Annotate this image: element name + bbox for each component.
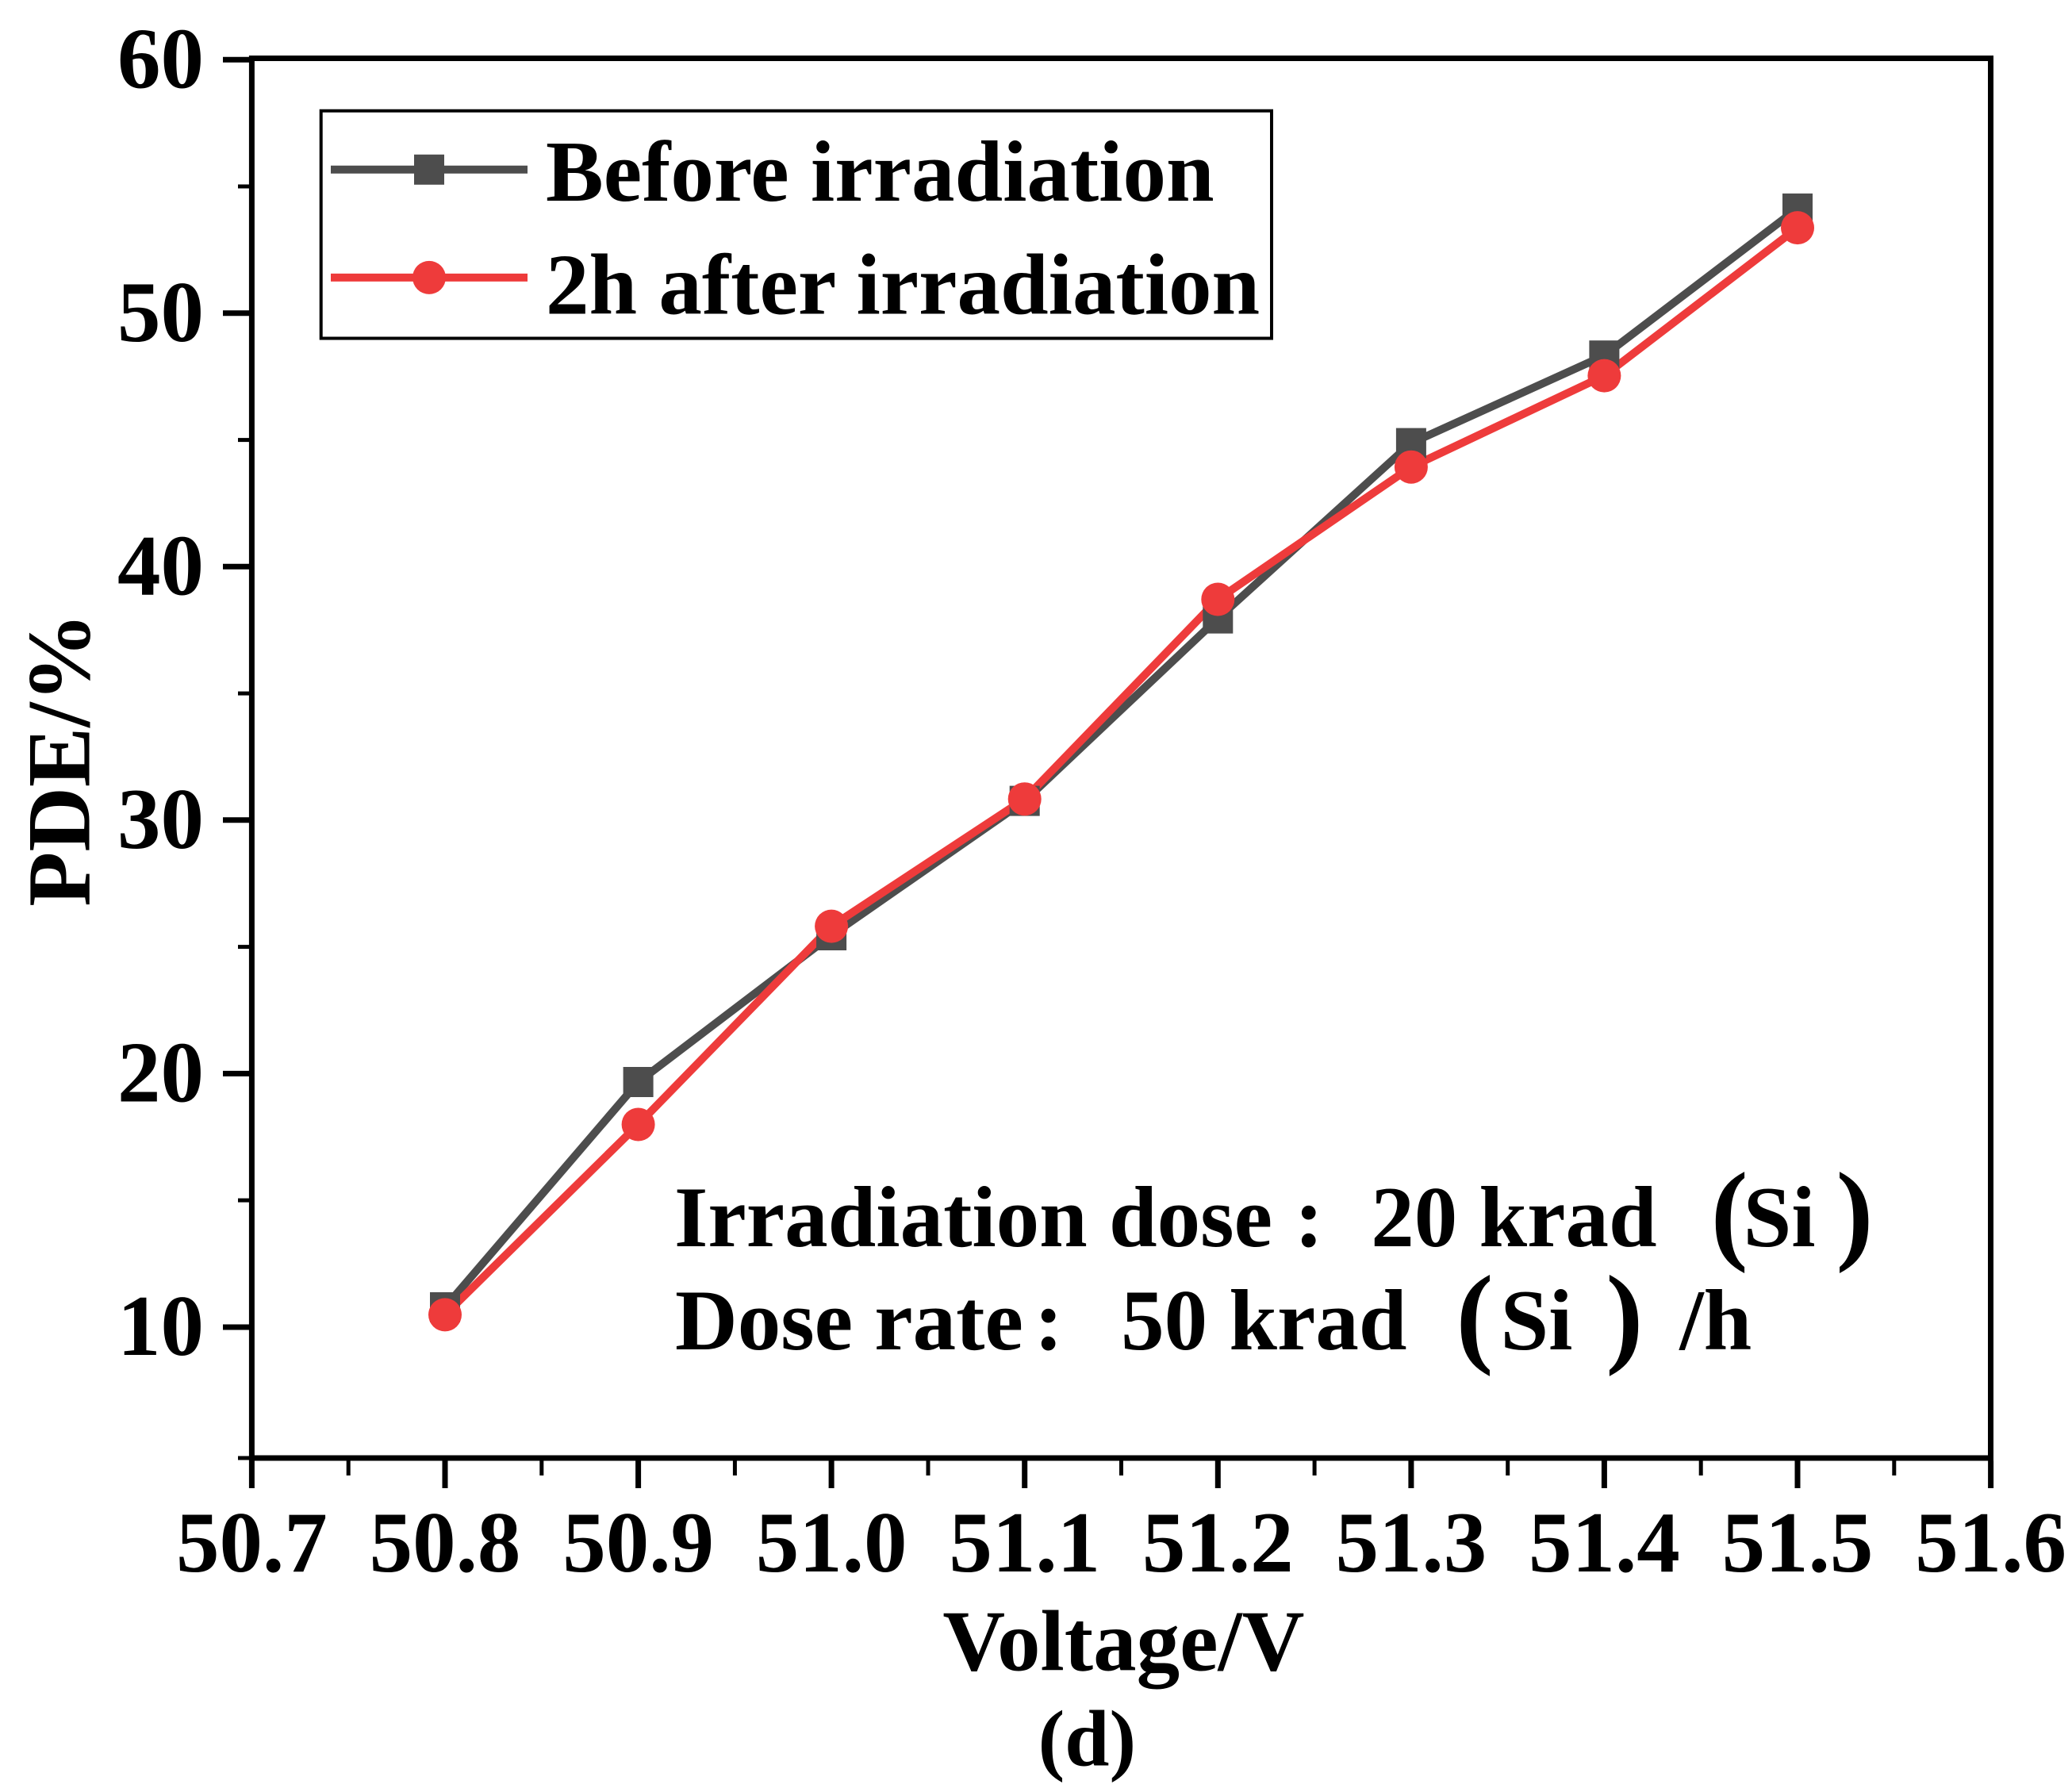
svg-text:51.0: 51.0 — [756, 1495, 907, 1591]
svg-text:51.6: 51.6 — [1915, 1495, 2066, 1591]
svg-text:30: 30 — [117, 771, 204, 867]
svg-text:PDE/%: PDE/% — [10, 612, 109, 906]
svg-text:20: 20 — [117, 1024, 204, 1120]
svg-text:50.9: 50.9 — [562, 1495, 714, 1591]
svg-text:50: 50 — [117, 264, 204, 360]
svg-text:51.4: 51.4 — [1529, 1495, 1680, 1591]
svg-text:40: 40 — [117, 517, 204, 613]
svg-text:51.5: 51.5 — [1722, 1495, 1874, 1591]
svg-text:(d): (d) — [1038, 1694, 1136, 1783]
svg-text:51.2: 51.2 — [1142, 1495, 1294, 1591]
svg-text:2h after irradiation: 2h after irradiation — [546, 237, 1260, 333]
svg-text:50.8: 50.8 — [370, 1495, 521, 1591]
svg-text:60: 60 — [117, 10, 204, 106]
svg-text:10: 10 — [117, 1278, 204, 1374]
svg-text:51.3: 51.3 — [1336, 1495, 1487, 1591]
svg-text:51.1: 51.1 — [949, 1495, 1100, 1591]
svg-text:Before irradiation: Before irradiation — [546, 124, 1214, 220]
svg-text:50.7: 50.7 — [176, 1495, 328, 1591]
svg-text:Dose rate:50 krad(Si)/h: Dose rate:50 krad (Si)/h — [675, 1253, 1752, 1377]
svg-text:Voltage/V: Voltage/V — [942, 1594, 1304, 1690]
